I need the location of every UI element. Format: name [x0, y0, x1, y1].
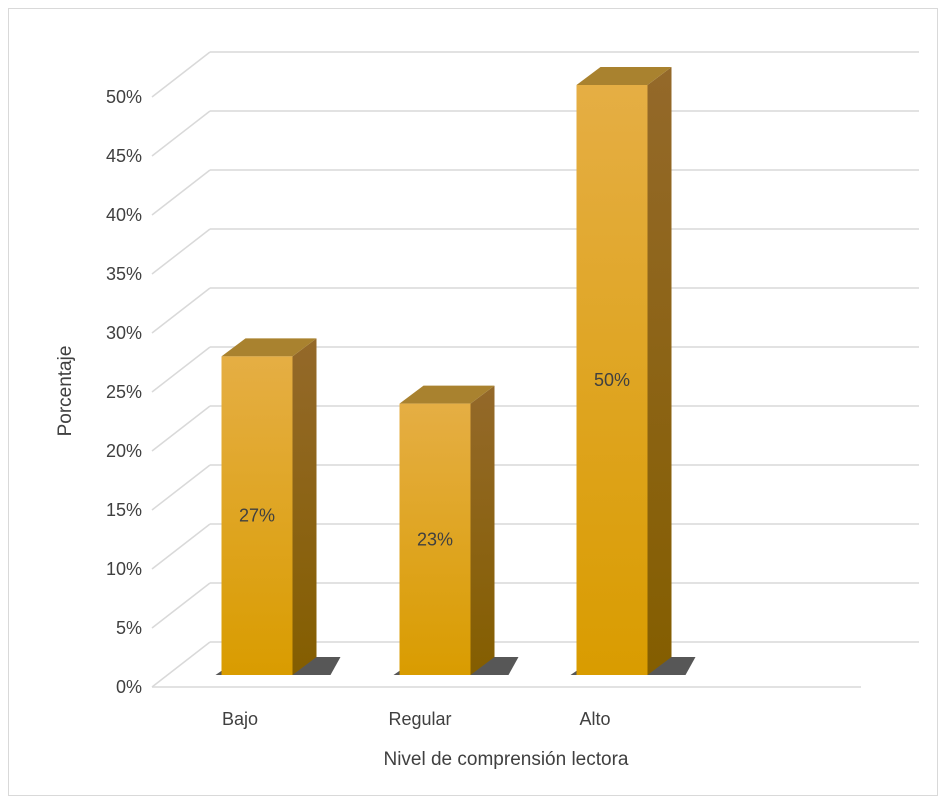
x-tick-label: Bajo — [222, 709, 258, 729]
y-tick-label: 20% — [106, 441, 142, 461]
y-tick-label: 10% — [106, 559, 142, 579]
gridline — [151, 641, 919, 688]
bar-alto: 50% — [570, 67, 696, 675]
y-axis-ticks: 0% 5% 10% 15% 20% 25% 30% 35% 40% 45% 50% — [106, 87, 142, 697]
x-axis-title: Nivel de comprensión lectora — [383, 749, 628, 770]
data-label: 27% — [239, 506, 275, 526]
y-tick-label: 0% — [116, 677, 142, 697]
y-axis-title: Porcentaje — [55, 346, 76, 437]
gridline — [151, 169, 919, 216]
gridline — [151, 228, 919, 275]
gridline — [151, 523, 919, 570]
bar-chart: 0% 5% 10% 15% 20% 25% 30% 35% 40% 45% 50% 27% 23% 50… — [55, 51, 919, 770]
y-tick-label: 50% — [106, 87, 142, 107]
chart-frame: 0% 5% 10% 15% 20% 25% 30% 35% 40% 45% 50% 27% 23% 50… — [8, 8, 938, 796]
x-tick-label: Alto — [579, 709, 610, 729]
y-tick-label: 30% — [106, 323, 142, 343]
bar-bajo: 27% — [215, 338, 341, 675]
gridline — [151, 51, 919, 98]
y-tick-label: 45% — [106, 146, 142, 166]
data-label: 23% — [417, 529, 453, 549]
y-tick-label: 35% — [106, 264, 142, 284]
y-tick-label: 40% — [106, 205, 142, 225]
y-tick-label: 15% — [106, 500, 142, 520]
x-axis-ticks: Bajo Regular Alto — [222, 709, 611, 729]
gridline — [151, 464, 919, 511]
bars: 27% 23% 50% — [215, 67, 696, 675]
gridline — [151, 287, 919, 334]
bar-regular: 23% — [393, 385, 519, 675]
y-tick-label: 5% — [116, 618, 142, 638]
y-tick-label: 25% — [106, 382, 142, 402]
data-label: 50% — [594, 370, 630, 390]
gridlines — [151, 51, 919, 688]
gridline — [151, 405, 919, 452]
gridline — [151, 582, 919, 629]
x-tick-label: Regular — [388, 709, 451, 729]
gridline — [151, 110, 919, 157]
gridline — [151, 346, 919, 393]
